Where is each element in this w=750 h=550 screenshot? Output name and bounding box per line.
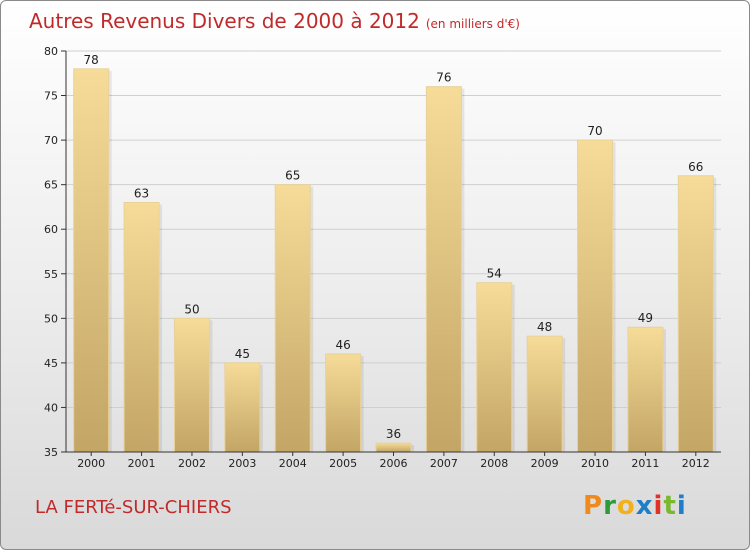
brand-letter: x — [635, 491, 654, 521]
bar — [627, 326, 664, 453]
bar — [476, 282, 513, 453]
value-label: 70 — [587, 124, 602, 138]
x-tick-label: 2008 — [480, 457, 508, 470]
value-label: 66 — [688, 160, 703, 174]
value-label: 63 — [134, 186, 149, 200]
brand-letter: t — [663, 491, 677, 521]
y-tick-label: 65 — [44, 179, 58, 192]
value-label: 78 — [84, 53, 99, 67]
chart-title-unit: (en milliers d'€) — [425, 17, 520, 31]
x-tick-label: 2003 — [228, 457, 256, 470]
bar — [677, 175, 714, 453]
value-label: 76 — [436, 71, 451, 85]
x-tick-label: 2012 — [682, 457, 710, 470]
commune-name: LA FERTé-SUR-CHIERS — [35, 497, 232, 518]
bar — [577, 139, 614, 453]
x-tick-label: 2005 — [329, 457, 357, 470]
y-tick-label: 80 — [44, 45, 58, 58]
value-label: 36 — [386, 427, 401, 441]
brand-letter: i — [676, 491, 687, 521]
y-tick-label: 40 — [44, 401, 58, 414]
bar — [123, 201, 160, 453]
value-label: 65 — [285, 169, 300, 183]
chart-title-main: Autres Revenus Divers de 2000 à 2012 — [29, 9, 420, 33]
plot-area — [66, 51, 721, 452]
bar — [274, 184, 311, 453]
x-tick-label: 2002 — [178, 457, 206, 470]
y-tick-label: 75 — [44, 90, 58, 103]
y-tick-label: 55 — [44, 268, 58, 281]
brand-letter: o — [616, 491, 636, 521]
x-tick-label: 2000 — [77, 457, 105, 470]
bar — [73, 68, 110, 453]
labels-layer: 78 63 50 45 65 46 36 76 54 48 70 49 66 — [84, 53, 704, 441]
x-tick-label: 2009 — [531, 457, 559, 470]
x-tick-label: 2007 — [430, 457, 458, 470]
bars-layer — [73, 68, 717, 453]
x-tick-label: 2011 — [631, 457, 659, 470]
bar — [526, 335, 563, 453]
bar — [325, 353, 362, 453]
value-label: 49 — [638, 311, 653, 325]
y-tick-label: 35 — [44, 446, 58, 459]
x-tick-label: 2006 — [380, 457, 408, 470]
bar — [224, 362, 261, 453]
x-tick-label: 2001 — [128, 457, 156, 470]
brand-letter: i — [653, 491, 664, 521]
brand-letter: P — [583, 491, 604, 521]
axis-layer: 35 40 45 50 55 60 65 70 75 80 2000 2001 2002 2003 2004… — [44, 45, 721, 470]
value-label: 48 — [537, 320, 552, 334]
brand-letter: r — [603, 491, 617, 521]
y-tick-label: 45 — [44, 357, 58, 370]
grid-layer — [66, 50, 721, 453]
y-tick-label: 70 — [44, 134, 58, 147]
bar — [425, 86, 462, 453]
y-tick-label: 60 — [44, 223, 58, 236]
value-label: 54 — [487, 267, 502, 281]
bar — [173, 317, 210, 453]
y-tick-label: 50 — [44, 312, 58, 325]
brand-logo: Proxiti — [583, 491, 687, 521]
x-tick-label: 2004 — [279, 457, 307, 470]
bar — [375, 442, 412, 453]
value-label: 46 — [335, 338, 350, 352]
chart-title: Autres Revenus Divers de 2000 à 2012 (en … — [29, 9, 520, 33]
value-label: 50 — [184, 302, 199, 316]
x-tick-label: 2010 — [581, 457, 609, 470]
value-label: 45 — [235, 347, 250, 361]
